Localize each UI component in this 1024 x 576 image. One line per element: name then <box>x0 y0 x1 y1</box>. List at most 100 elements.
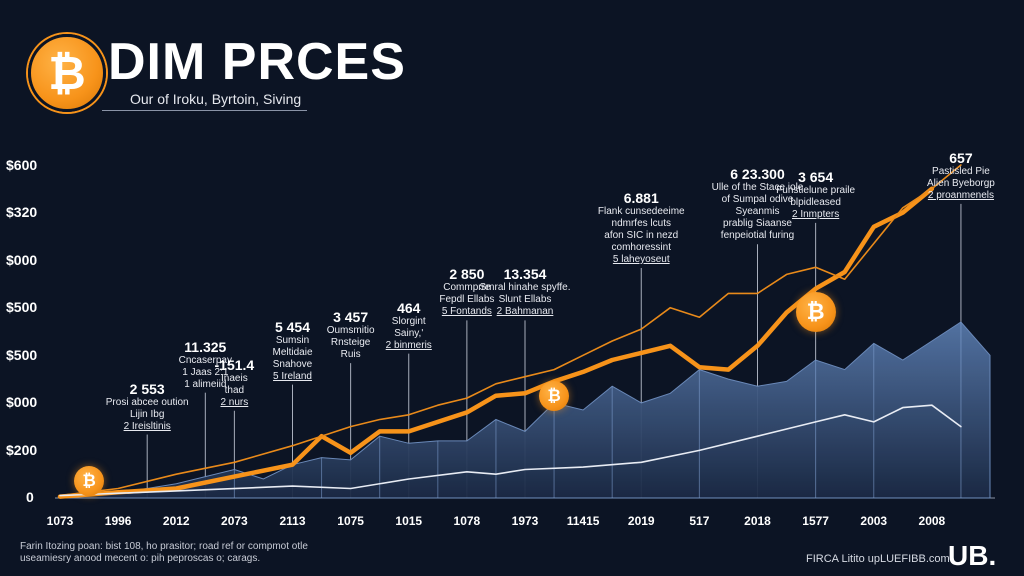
x-tick-label: 2008 <box>918 514 946 528</box>
annotation-text: Rnsteige <box>330 337 371 349</box>
annotation-text: Smral hinahe spyffe. <box>479 282 571 294</box>
annotation-text: Inaeis <box>221 372 248 384</box>
annotation-value: 5 454 <box>274 318 311 335</box>
y-tick-label: $500 <box>6 299 38 316</box>
annotation-label: 11.325 Cncaserpay 1 Jaas 2:1 1 alimeiid <box>150 339 260 391</box>
annotation-label: 13.354 Smral hinahe spyffe. Slunt Ellabs 2 … <box>470 266 580 318</box>
annotation-text: Oumsmitio <box>326 325 375 337</box>
annotation-text: ndmrfes lcuts <box>611 218 671 230</box>
y-tick-label: $320 <box>6 204 38 221</box>
bitcoin-logo-icon: ₿ <box>28 34 106 112</box>
annotation-text: Sainy,' <box>394 327 424 339</box>
annotation-label: 6.881 Flank cunsedeeime ndmrfes lcuts afon … <box>586 190 696 266</box>
x-tick-label: 1577 <box>802 514 829 528</box>
annotation-text: Slunt Ellabs <box>498 294 552 306</box>
x-tick-label: 1075 <box>337 514 364 528</box>
x-tick-label: 1973 <box>511 514 539 528</box>
area-series <box>59 321 991 499</box>
annotation-text: 1 Jaas 2:1 <box>182 366 229 378</box>
annotation-value: 2 553 <box>129 380 165 397</box>
y-tick-label: $500 <box>6 346 38 363</box>
annotation-value: 464 <box>397 299 421 316</box>
annotation-value: 3 457 <box>333 309 369 326</box>
x-tick-label: 2012 <box>162 514 190 528</box>
annotation-subtext: 2 Inmpters <box>792 208 840 220</box>
annotation-text: fenpeiotial furing <box>720 230 795 242</box>
annotation-text: Syeanmis <box>735 206 780 218</box>
annotation-label: 5 454 Sumsin Meltidaie Snahove 5 Ireland <box>238 319 348 383</box>
annotation-value: -151.4 <box>214 356 255 373</box>
annotation-text: Snahove <box>272 358 313 370</box>
annotation-subtext: 5 laheyoseut <box>612 254 670 266</box>
annotation-text: Funstielune praile <box>776 184 856 196</box>
annotation-text: prablig Siaanse <box>723 218 792 230</box>
annotation-text: 1 alimeiid <box>184 378 227 390</box>
x-tick-label: 1078 <box>453 514 481 528</box>
annotation-value: 6 23.300 <box>730 166 785 183</box>
annotation-subtext: 5 Fontands <box>441 306 492 318</box>
annotation-label: 464 Slorgint Sainy,' 2 binmeris <box>354 300 464 352</box>
annotation-label: -151.4 Inaeis thad 2 nurs <box>179 357 289 409</box>
annotation-text: of Sumpal odive <box>721 194 794 206</box>
annotation-text: Pastisled Pie <box>932 165 990 177</box>
annotation-value: 13.354 <box>503 266 547 283</box>
annotation-text: Meltidaie <box>272 346 313 358</box>
orange-thin-series-line <box>59 164 962 497</box>
annotation-subtext: 2 proanmenels <box>927 189 995 201</box>
x-tick-label: 2018 <box>744 514 771 528</box>
annotation-text: Lijin Ibg <box>129 408 165 420</box>
page-title: DIM PRCES <box>108 33 406 91</box>
annotation-value: 657 <box>949 149 973 166</box>
annotation-text: afon SIC in nezd <box>604 230 679 242</box>
white-series-line <box>59 404 962 497</box>
y-tick-label: 0 <box>26 489 34 505</box>
annotation-text: Prosi abcee oution <box>105 396 189 408</box>
annotation-subtext: 5 Ireland <box>273 370 312 382</box>
annotation-value: 6.881 <box>623 190 659 207</box>
annotation-label: 6 23.300 Ulle of the Stace iole of Sumpal … <box>703 166 813 242</box>
x-tick-label: 1073 <box>46 514 74 528</box>
annotation-label: 657 Pastisled Pie Alien Byeborgp 2 proanmen… <box>906 150 1016 202</box>
annotation-text: blpidleased <box>790 196 841 208</box>
footer-note: Farin Itozing poan: bist 108, ho prasito… <box>20 541 308 564</box>
annotation-label: 2 850 Commprre Fepdl Ellabs 5 Fontands <box>412 266 522 318</box>
annotation-text: Fepdl Ellabs <box>439 294 495 306</box>
x-tick-label: 1015 <box>395 514 423 528</box>
x-tick-label: 2113 <box>279 514 306 528</box>
annotation-value: 3 654 <box>798 168 834 185</box>
x-tick-label: 2073 <box>221 514 248 528</box>
x-tick-label: 1996 <box>104 514 132 528</box>
bitcoin-coin-icon: ₿ <box>795 292 836 333</box>
bitcoin-coin-icon: ₿ <box>74 466 105 497</box>
page-subtitle: Our of Iroku, Byrtoin, Siving <box>102 91 308 111</box>
annotation-text: Flank cunsedeeime <box>597 206 685 218</box>
annotation-text: Alien Byeborgp <box>927 177 995 189</box>
y-tick-label: $000 <box>6 394 38 411</box>
y-tick-label: $000 <box>6 251 38 268</box>
annotation-subtext: 2 nurs <box>220 396 249 408</box>
bitcoin-coin-icon: ₿ <box>539 380 570 411</box>
y-tick-label: $200 <box>6 441 38 458</box>
annotation-value: 11.325 <box>184 338 227 355</box>
area-series-fill <box>59 321 991 499</box>
annotation-text: Commprre <box>443 282 491 294</box>
annotation-text: Cncaserpay <box>178 354 232 366</box>
annotation-text: Sumsin <box>275 334 310 346</box>
source-text: FIRCA Litito upLUEFIBB.com. <box>806 553 953 565</box>
annotation-text: comhoressint <box>611 242 671 254</box>
x-tick-label: 2003 <box>860 514 888 528</box>
annotation-subtext: 2 Bahmanan <box>496 306 554 318</box>
annotation-value: 2 850 <box>449 266 485 283</box>
annotation-subtext: 2 binmeris <box>385 339 432 351</box>
annotation-text: Ruis <box>340 349 361 361</box>
annotation-text: thad <box>224 384 245 396</box>
x-tick-label: 2019 <box>627 514 655 528</box>
x-tick-label: 517 <box>689 514 710 528</box>
annotation-label: 3 654 Funstielune praile blpidleased 2 Inmp… <box>761 169 871 221</box>
y-tick-label: $600 <box>6 157 38 173</box>
annotation-text: Slorgint <box>391 315 426 327</box>
x-tick-label: 11415 <box>566 514 600 528</box>
brand-logo: UB. <box>948 540 997 571</box>
annotation-label: 2 553 Prosi abcee oution Lijin Ibg 2 Ireisl… <box>92 381 202 433</box>
annotation-label: 3 457 Oumsmitio Rnsteige Ruis <box>296 309 406 361</box>
